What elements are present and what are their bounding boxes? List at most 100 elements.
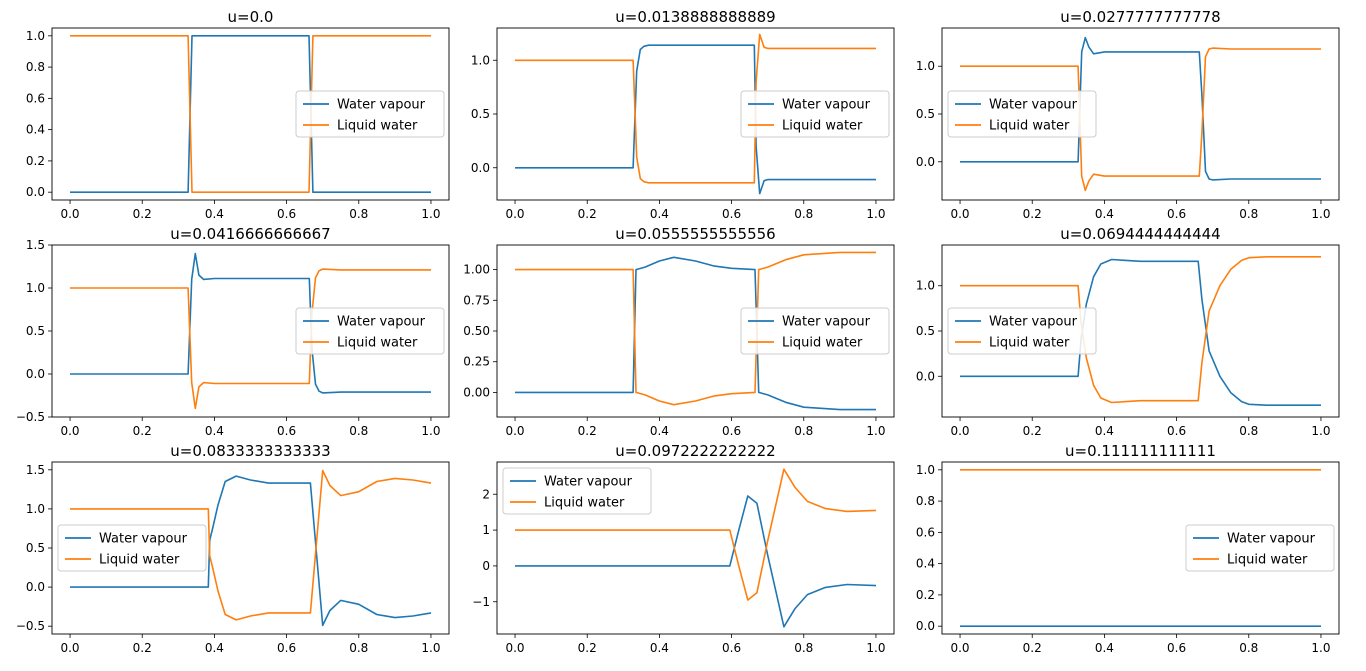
y-tick-label: 1.0 (916, 59, 935, 73)
subplot-title: u=0.0694444444444 (1060, 225, 1220, 243)
subplot-title: u=0.0555555555556 (615, 225, 775, 243)
legend-label: Water vapour (782, 98, 871, 113)
y-tick-label: 0.4 (26, 123, 45, 137)
x-tick-label: 1.0 (1311, 424, 1330, 438)
x-tick-label: 0.4 (1095, 641, 1114, 655)
x-tick-label: 0.8 (1239, 424, 1258, 438)
subplot-1: u=0.0 0.0 0.2 0.4 0.6 0.8 1.0 0.0 0.2 0.4 0.6 0.8 1.… (26, 8, 450, 221)
x-tick-label: 1.0 (1311, 207, 1330, 221)
x-tick-label: 0.4 (205, 424, 224, 438)
water-vapour-line (515, 44, 876, 195)
legend-label: Water vapour (1227, 532, 1316, 547)
legend-label: Liquid water (99, 553, 180, 568)
x-tick-label: 0.6 (722, 207, 741, 221)
legend: Water vapour Liquid water (295, 90, 445, 138)
legend-label: Water vapour (544, 475, 633, 490)
water-vapour-line (960, 36, 1321, 181)
y-tick-label: 1 (482, 523, 490, 537)
legend-label: Water vapour (337, 315, 426, 330)
x-tick-label: 0.4 (650, 207, 669, 221)
liquid-water-line (515, 251, 876, 406)
liquid-water-line (70, 34, 431, 193)
x-tick-label: 0.8 (1239, 207, 1258, 221)
subplot-title: u=0.0277777777778 (1060, 8, 1220, 26)
x-tick-label: 0.6 (1167, 641, 1186, 655)
y-tick-label: 0.0 (26, 580, 45, 594)
water-vapour-line (960, 258, 1321, 407)
y-tick-label: −0.5 (16, 410, 45, 424)
legend-label: Liquid water (337, 336, 418, 351)
y-tick-label: 0.5 (471, 107, 490, 121)
x-tick-label: 1.0 (421, 641, 440, 655)
legend-label: Liquid water (337, 119, 418, 134)
legend-box (740, 307, 890, 355)
legend-label: Water vapour (337, 98, 426, 113)
x-tick-label: 0.8 (794, 641, 813, 655)
x-tick-label: 1.0 (866, 207, 885, 221)
y-tick-label: 0.0 (916, 155, 935, 169)
x-tick-label: 1.0 (1311, 641, 1330, 655)
x-tick-label: 0.6 (1167, 207, 1186, 221)
x-tick-label: 0.6 (277, 424, 296, 438)
y-tick-label: 1.5 (26, 463, 45, 477)
legend: Water vapour Liquid water (57, 524, 207, 572)
x-tick-label: 0.6 (1167, 424, 1186, 438)
y-tick-label: 0.0 (916, 619, 935, 633)
y-tick-label: 1.00 (463, 263, 490, 277)
series-group (515, 468, 877, 628)
x-tick-label: 0.4 (1095, 207, 1114, 221)
y-tick-label: −1 (472, 595, 490, 609)
water-vapour-line (70, 475, 432, 627)
subplot-4: u=0.0416666666667 0.0 0.2 0.4 0.6 0.8 1.0 −0.5 0… (16, 225, 450, 438)
y-tick-label: 1.0 (26, 502, 45, 516)
y-tick-label: 0.5 (26, 541, 45, 555)
x-tick-label: 0.8 (794, 424, 813, 438)
y-tick-label: 1.0 (26, 29, 45, 43)
series-group (515, 251, 876, 411)
legend: Water vapour Liquid water (1185, 524, 1335, 572)
x-tick-label: 0.6 (722, 424, 741, 438)
legend: Water vapour Liquid water (502, 467, 652, 515)
axes-frame (496, 461, 895, 635)
liquid-water-line (70, 469, 432, 621)
x-tick-label: 1.0 (866, 641, 885, 655)
x-tick-label: 0.0 (60, 207, 79, 221)
legend-label: Water vapour (989, 98, 1078, 113)
y-tick-label: 0.0 (916, 369, 935, 383)
liquid-water-line (515, 468, 877, 601)
y-tick-label: −0.5 (16, 619, 45, 633)
x-tick-label: 0.0 (60, 424, 79, 438)
y-tick-label: 1.0 (26, 281, 45, 295)
series-group (70, 469, 432, 627)
x-tick-label: 1.0 (421, 424, 440, 438)
x-tick-label: 0.6 (277, 207, 296, 221)
subplot-7: u=0.0833333333333 0.0 0.2 0.4 0.6 0.8 1.0 −0.5 0… (16, 442, 450, 655)
legend-label: Liquid water (989, 336, 1070, 351)
legend-box (502, 467, 652, 515)
x-tick-label: 0.2 (578, 641, 597, 655)
y-tick-label: 0 (482, 559, 490, 573)
y-tick-label: 0.75 (463, 293, 490, 307)
legend-box (295, 307, 445, 355)
water-vapour-line (515, 495, 877, 628)
y-tick-label: 0.8 (916, 494, 935, 508)
y-tick-label: 0.6 (26, 91, 45, 105)
subplot-title: u=0.0972222222222 (615, 442, 775, 460)
legend-label: Liquid water (544, 496, 625, 511)
x-tick-label: 0.2 (1023, 424, 1042, 438)
y-tick-label: 0.5 (916, 324, 935, 338)
legend-box (740, 90, 890, 138)
y-tick-label: 0.5 (916, 107, 935, 121)
liquid-water-line (960, 255, 1321, 404)
subplot-8: u=0.0972222222222 0.0 0.2 0.4 0.6 0.8 1.0 −1 0 1 2… (472, 442, 895, 655)
x-tick-label: 0.4 (205, 207, 224, 221)
liquid-water-line (70, 268, 431, 410)
x-tick-label: 0.2 (578, 424, 597, 438)
y-tick-label: 0.0 (26, 185, 45, 199)
subplot-title: u=0.0 (228, 8, 274, 26)
x-tick-label: 0.2 (133, 207, 152, 221)
x-tick-label: 0.0 (60, 641, 79, 655)
legend-box (947, 307, 1097, 355)
subplot-title: u=0.0416666666667 (170, 225, 330, 243)
